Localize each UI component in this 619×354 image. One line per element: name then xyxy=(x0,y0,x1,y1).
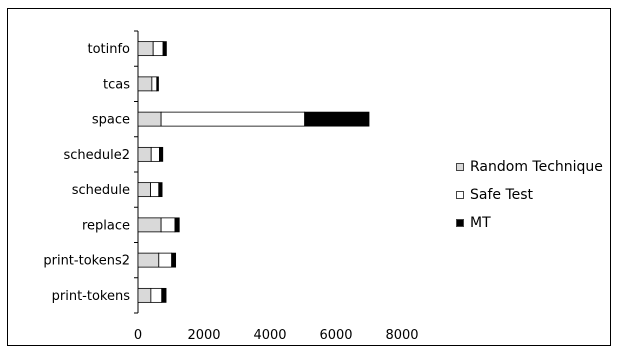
category-label: print-tokens xyxy=(52,289,131,304)
bars xyxy=(137,41,370,303)
bar-mt xyxy=(158,182,163,198)
bar-mt xyxy=(156,76,159,92)
legend-swatch xyxy=(456,191,464,199)
bar-safe-test xyxy=(150,182,160,198)
bar-mt xyxy=(161,287,167,303)
bar-random-technique xyxy=(137,41,154,57)
bar-mt xyxy=(159,146,164,162)
bar-random-technique xyxy=(137,182,151,198)
legend-label: MT xyxy=(470,215,491,231)
bar-random-technique xyxy=(137,217,162,233)
bar-safe-test xyxy=(151,76,158,92)
labels: totinfo tcas space schedule2 schedule replace… xyxy=(43,42,418,343)
x-tick-label: 6000 xyxy=(319,328,352,343)
legend-item: Safe Test xyxy=(456,181,603,209)
category-label: totinfo xyxy=(87,42,130,57)
x-tick-label: 8000 xyxy=(385,328,418,343)
bar-safe-test xyxy=(152,41,164,57)
category-label: schedule2 xyxy=(63,148,130,163)
legend-item: Random Technique xyxy=(456,153,603,181)
bar-safe-test xyxy=(158,252,173,268)
axes xyxy=(134,30,139,314)
legend-swatch xyxy=(456,163,464,171)
x-tick-label: 0 xyxy=(134,328,142,343)
bar-safe-test xyxy=(160,217,176,233)
bar-random-technique xyxy=(137,111,162,127)
category-label: space xyxy=(92,113,130,128)
bar-random-technique xyxy=(137,287,152,303)
bar-mt xyxy=(304,111,370,127)
legend-item: MT xyxy=(456,209,603,237)
category-label: replace xyxy=(82,218,130,233)
legend-swatch xyxy=(456,219,464,227)
legend-label: Safe Test xyxy=(470,187,534,203)
bar-chart: totinfo tcas space schedule2 schedule replace… xyxy=(43,30,419,343)
bar-mt xyxy=(171,252,177,268)
bar-safe-test xyxy=(160,111,306,127)
category-label: print-tokens2 xyxy=(43,254,130,269)
bar-random-technique xyxy=(137,146,152,162)
bar-safe-test xyxy=(150,146,160,162)
bar-safe-test xyxy=(150,287,163,303)
category-label: tcas xyxy=(103,77,130,92)
bar-random-technique xyxy=(137,76,153,92)
legend-label: Random Technique xyxy=(470,159,603,175)
x-tick-label: 4000 xyxy=(253,328,286,343)
chart-frame: totinfo tcas space schedule2 schedule replace… xyxy=(7,8,611,346)
legend: Random Technique Safe Test MT xyxy=(456,153,603,237)
x-tick-label: 2000 xyxy=(187,328,220,343)
bar-mt xyxy=(174,217,180,233)
bar-mt xyxy=(162,41,167,57)
category-label: schedule xyxy=(72,183,130,198)
bar-random-technique xyxy=(137,252,160,268)
